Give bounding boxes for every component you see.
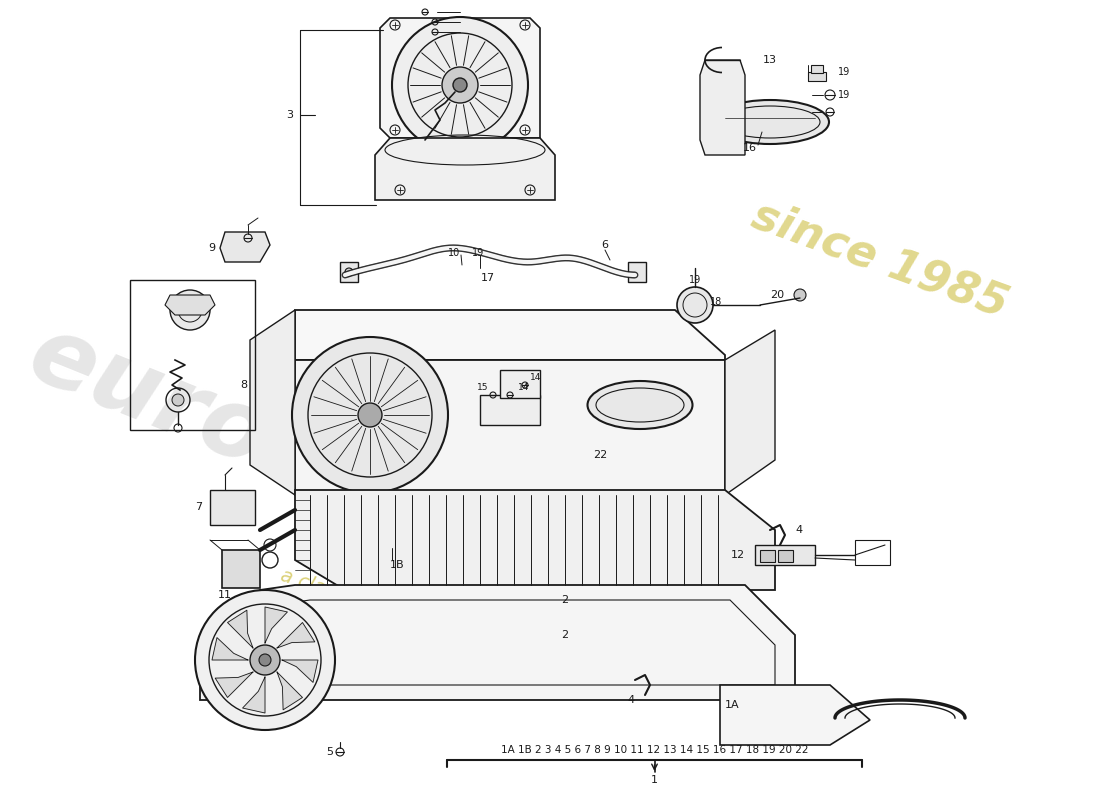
Circle shape — [358, 403, 382, 427]
Text: 15: 15 — [476, 383, 488, 393]
Text: 4: 4 — [795, 525, 802, 535]
Polygon shape — [700, 60, 745, 155]
Text: 6: 6 — [602, 240, 608, 250]
Text: 2: 2 — [561, 630, 569, 640]
Circle shape — [172, 394, 184, 406]
Text: 11: 11 — [218, 590, 232, 600]
Circle shape — [250, 645, 280, 675]
Text: a classic parts line since 1985: a classic parts line since 1985 — [277, 566, 562, 674]
Polygon shape — [243, 677, 265, 713]
Polygon shape — [265, 607, 287, 643]
Text: 8: 8 — [240, 380, 248, 390]
Text: 16: 16 — [742, 143, 757, 153]
Text: 19: 19 — [472, 248, 484, 258]
Text: 20: 20 — [770, 290, 784, 300]
Circle shape — [794, 289, 806, 301]
Text: 1A: 1A — [725, 700, 739, 710]
Text: 19: 19 — [838, 67, 850, 77]
Text: since 1985: since 1985 — [746, 194, 1014, 326]
Text: 17: 17 — [481, 273, 495, 283]
Polygon shape — [725, 330, 775, 495]
Text: 12: 12 — [730, 550, 745, 560]
Polygon shape — [165, 295, 214, 315]
Bar — [760, 550, 775, 562]
Text: 2: 2 — [561, 595, 569, 605]
Text: 1B: 1B — [390, 560, 405, 570]
Bar — [210, 490, 255, 525]
Polygon shape — [200, 585, 795, 700]
Text: 13: 13 — [763, 55, 777, 65]
Bar — [811, 65, 823, 73]
Circle shape — [258, 654, 271, 666]
Polygon shape — [250, 310, 295, 495]
Text: 7: 7 — [195, 502, 202, 512]
Polygon shape — [295, 360, 725, 495]
Polygon shape — [277, 622, 315, 648]
Text: 5: 5 — [326, 747, 333, 757]
Polygon shape — [720, 685, 870, 745]
Text: 1: 1 — [651, 775, 658, 785]
Polygon shape — [379, 18, 540, 138]
Bar — [500, 370, 540, 398]
Ellipse shape — [587, 381, 693, 429]
Text: 22: 22 — [593, 450, 607, 460]
Bar — [755, 545, 815, 565]
Circle shape — [392, 17, 528, 153]
Circle shape — [170, 290, 210, 330]
Circle shape — [345, 268, 353, 276]
Bar — [808, 72, 826, 81]
Text: 4: 4 — [628, 695, 635, 705]
Circle shape — [195, 590, 336, 730]
Circle shape — [442, 67, 478, 103]
Polygon shape — [295, 310, 725, 360]
Text: 9: 9 — [208, 243, 214, 253]
Text: 19: 19 — [838, 90, 850, 100]
Circle shape — [676, 287, 713, 323]
Polygon shape — [295, 490, 776, 590]
Text: 18: 18 — [710, 297, 723, 307]
Polygon shape — [375, 138, 556, 200]
Polygon shape — [228, 610, 253, 648]
Text: 1A 1B 2 3 4 5 6 7 8 9 10 11 12 13 14 15 16 17 18 19 20 22: 1A 1B 2 3 4 5 6 7 8 9 10 11 12 13 14 15 … — [500, 745, 808, 755]
Bar — [222, 550, 260, 588]
Bar — [778, 550, 793, 562]
Polygon shape — [277, 672, 302, 710]
Bar — [855, 540, 890, 565]
Text: 3: 3 — [286, 110, 293, 120]
Polygon shape — [216, 672, 253, 698]
Bar — [130, 280, 255, 430]
Polygon shape — [212, 638, 248, 660]
Circle shape — [453, 78, 468, 92]
Bar — [480, 395, 540, 425]
Bar — [628, 262, 646, 282]
Text: 19: 19 — [689, 275, 701, 285]
Bar — [340, 262, 358, 282]
Ellipse shape — [711, 100, 829, 144]
Polygon shape — [220, 232, 270, 262]
Text: 10: 10 — [448, 248, 460, 258]
Circle shape — [292, 337, 448, 493]
Text: euroParts: euroParts — [15, 307, 544, 593]
Polygon shape — [282, 660, 318, 682]
Text: 14: 14 — [518, 383, 529, 393]
Text: 14: 14 — [530, 374, 541, 382]
